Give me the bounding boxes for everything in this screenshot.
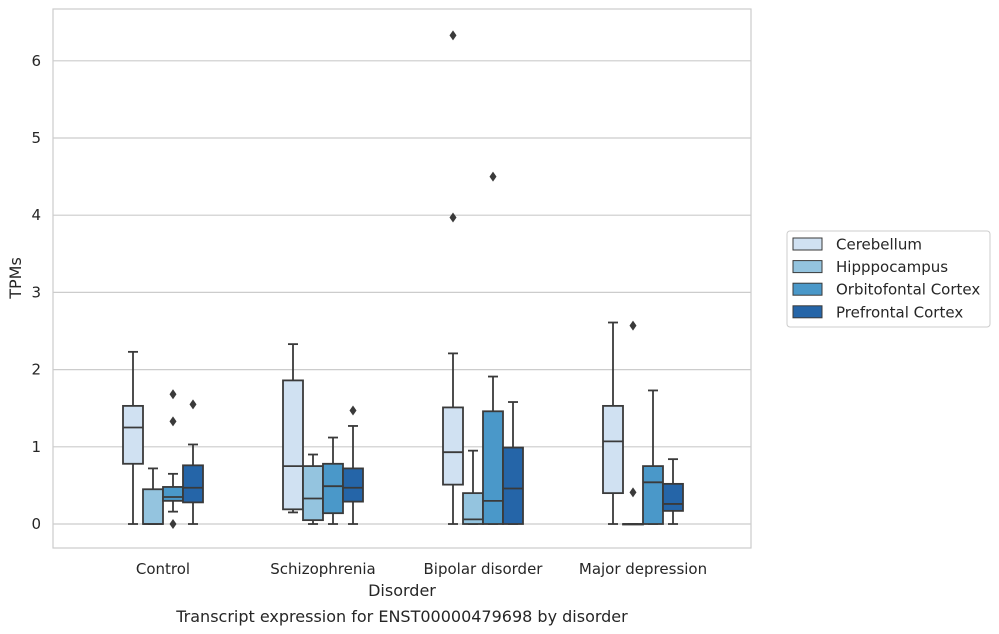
- box-prefrontal-cortex: [182, 399, 204, 525]
- outlier-point: [169, 519, 177, 529]
- box-hipppocampus: [462, 449, 484, 525]
- box-hipppocampus: [142, 467, 164, 525]
- legend-label: Cerebellum: [836, 236, 922, 254]
- plot-frame: [52, 8, 752, 549]
- box-iqr: [602, 404, 624, 495]
- box-iqr: [322, 462, 344, 515]
- x-axis-label: Disorder: [368, 581, 436, 600]
- outlier-point: [189, 399, 197, 410]
- box-iqr: [142, 488, 164, 525]
- legend-swatch: [792, 260, 823, 274]
- box-iqr: [482, 410, 504, 525]
- box-iqr: [642, 465, 664, 525]
- box-cerebellum: [282, 343, 304, 514]
- chart-caption: Transcript expression for ENST0000047969…: [175, 607, 628, 626]
- legend-swatch: [792, 282, 823, 296]
- box-prefrontal-cortex: [342, 405, 364, 525]
- legend-label: Orbitofontal Cortex: [836, 281, 980, 299]
- legend-items: Cerebellum Hipppocampus Orbitofontal Corte…: [792, 236, 980, 321]
- legend: Cerebellum Hipppocampus Orbitofontal Corte…: [786, 230, 991, 328]
- x-axis-ticks: Control Schizophrenia Bipolar disorder Majo…: [136, 560, 707, 578]
- y-tick-label: 3: [31, 283, 41, 301]
- gridlines: [53, 60, 751, 525]
- box-iqr: [342, 467, 364, 503]
- box-hipppocampus: [622, 320, 644, 526]
- outlier-point: [169, 389, 177, 400]
- legend-swatch: [792, 305, 823, 319]
- box-iqr: [442, 406, 464, 486]
- legend-label: Hipppocampus: [836, 258, 948, 276]
- box-iqr: [502, 446, 524, 525]
- box-iqr: [162, 486, 184, 502]
- outlier-point: [169, 416, 177, 427]
- y-tick-label: 0: [31, 515, 41, 533]
- legend-swatch: [792, 237, 823, 251]
- y-tick-label: 2: [31, 361, 41, 379]
- y-tick-label: 5: [31, 129, 41, 147]
- box-iqr: [182, 464, 204, 504]
- y-axis-label: TPMs: [6, 257, 25, 300]
- y-tick-label: 6: [31, 52, 41, 70]
- box-cerebellum: [602, 321, 624, 525]
- boxes: [122, 30, 684, 529]
- y-tick-label: 4: [31, 206, 41, 224]
- box-orbitofontal-cortex: [322, 436, 344, 525]
- box-iqr: [282, 379, 304, 511]
- x-tick-label: Schizophrenia: [270, 560, 375, 578]
- box-iqr: [662, 482, 684, 512]
- outlier-point: [629, 487, 637, 498]
- box-cerebellum: [442, 30, 464, 525]
- outlier-point: [629, 320, 637, 331]
- outlier-point: [349, 405, 357, 416]
- box-cerebellum: [122, 350, 144, 525]
- box-hipppocampus: [302, 453, 324, 525]
- box-orbitofontal-cortex: [482, 171, 504, 525]
- legend-label: Prefrontal Cortex: [836, 303, 963, 321]
- outlier-point: [489, 171, 497, 182]
- x-tick-label: Bipolar disorder: [424, 560, 544, 578]
- outlier-point: [449, 30, 457, 41]
- box-prefrontal-cortex: [662, 458, 684, 525]
- box-prefrontal-cortex: [502, 401, 524, 525]
- y-tick-label: 1: [31, 438, 41, 456]
- legend-frame: [786, 230, 991, 328]
- box-iqr: [122, 404, 144, 465]
- y-axis-ticks: 0 1 2 3 4 5 6: [31, 52, 41, 533]
- outlier-point: [449, 212, 457, 223]
- x-tick-label: Major depression: [579, 560, 707, 578]
- box-orbitofontal-cortex: [162, 389, 184, 529]
- x-tick-label: Control: [136, 560, 190, 578]
- box-orbitofontal-cortex: [642, 389, 664, 525]
- box-iqr: [302, 465, 324, 522]
